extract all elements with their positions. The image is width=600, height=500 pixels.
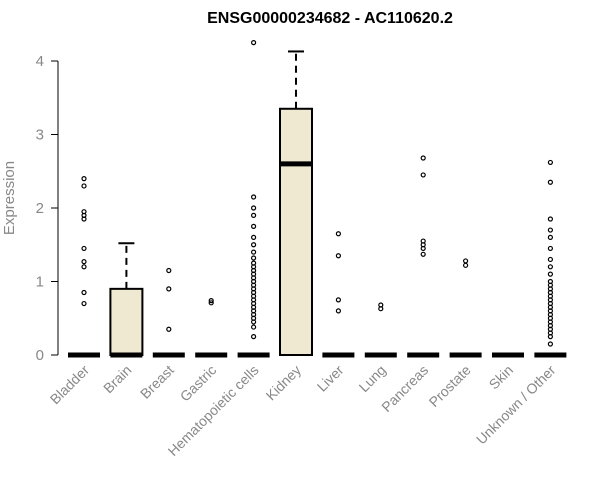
outlier-point [251,205,257,211]
box-lung [364,302,397,358]
outlier-point [251,223,257,229]
outlier-point [547,271,554,277]
box-pancreas [407,155,440,358]
outlier-point [208,298,214,304]
x-tick-label: Skin [486,362,517,393]
box-rect [279,107,313,357]
outlier-point [81,209,87,215]
x-tick-label: Lung [356,362,389,395]
outlier-point [547,341,554,347]
outlier-point [81,264,87,270]
outlier-point [547,264,554,270]
outlier-point [547,159,554,166]
outlier-point [420,238,426,244]
box-unknown-other [534,159,567,358]
y-tick-label: 0 [36,347,44,364]
box-liver [322,231,355,358]
outlier-point [420,172,426,178]
outlier-point [547,245,554,252]
outlier-point [81,259,87,265]
box-prostate [449,258,482,358]
outlier-point [547,179,554,185]
x-tick-label: Bladder [47,362,93,408]
chart-title: ENSG00000234682 - AC110620.2 [207,10,453,27]
y-tick-label: 1 [36,274,44,291]
x-tick-label: Liver [314,362,347,395]
outlier-point [251,40,257,46]
outlier-point [81,289,87,296]
outlier-point [81,300,87,307]
outlier-point [251,242,257,248]
outlier-point [335,297,341,303]
outlier-point [251,234,257,240]
x-tick-label: Breast [137,362,177,402]
outlier-point [208,300,214,306]
outlier-point [166,286,172,292]
outlier-point [335,231,341,237]
outlier-point [547,216,554,222]
outlier-point [335,253,341,259]
outlier-point [81,176,87,182]
x-tick-label: Pancreas [378,362,431,415]
y-axis: 0 1 2 3 4 [36,53,59,364]
outlier-point [166,326,172,332]
outlier-point [335,308,341,314]
box-hematopoietic-cells [237,40,270,358]
outlier-point [547,234,554,240]
box-rect [109,287,144,357]
x-tick-label: Unknown / Other [473,362,559,448]
y-tick-label: 2 [36,200,44,217]
outlier-point [251,255,257,261]
boxes [68,40,567,358]
outlier-point [463,258,469,264]
outlier-point [81,183,87,189]
x-tick-label: Brain [100,362,134,396]
outlier-point [547,227,554,233]
box-bladder [68,176,100,358]
outlier-point [251,334,257,340]
box-brain [109,242,144,358]
box-gastric [195,298,228,358]
box-breast [152,267,185,358]
outlier-point [420,251,426,257]
outlier-point [547,278,554,285]
outlier-point [251,324,257,330]
y-tick-label: 4 [36,53,44,70]
x-tick-label: Prostate [426,362,474,410]
outlier-point [251,260,257,266]
outlier-point [166,267,172,274]
y-axis-label: Expression [1,161,18,235]
outlier-point [463,262,469,268]
outlier-point [251,194,257,200]
outlier-point [420,155,426,161]
box-kidney [279,50,313,357]
outlier-point [547,256,554,263]
x-tick-label: Kidney [263,362,305,404]
outlier-point [251,212,257,218]
outlier-point [251,249,257,255]
outlier-point [81,245,87,252]
y-tick-label: 3 [36,127,44,144]
outlier-point [378,302,384,308]
